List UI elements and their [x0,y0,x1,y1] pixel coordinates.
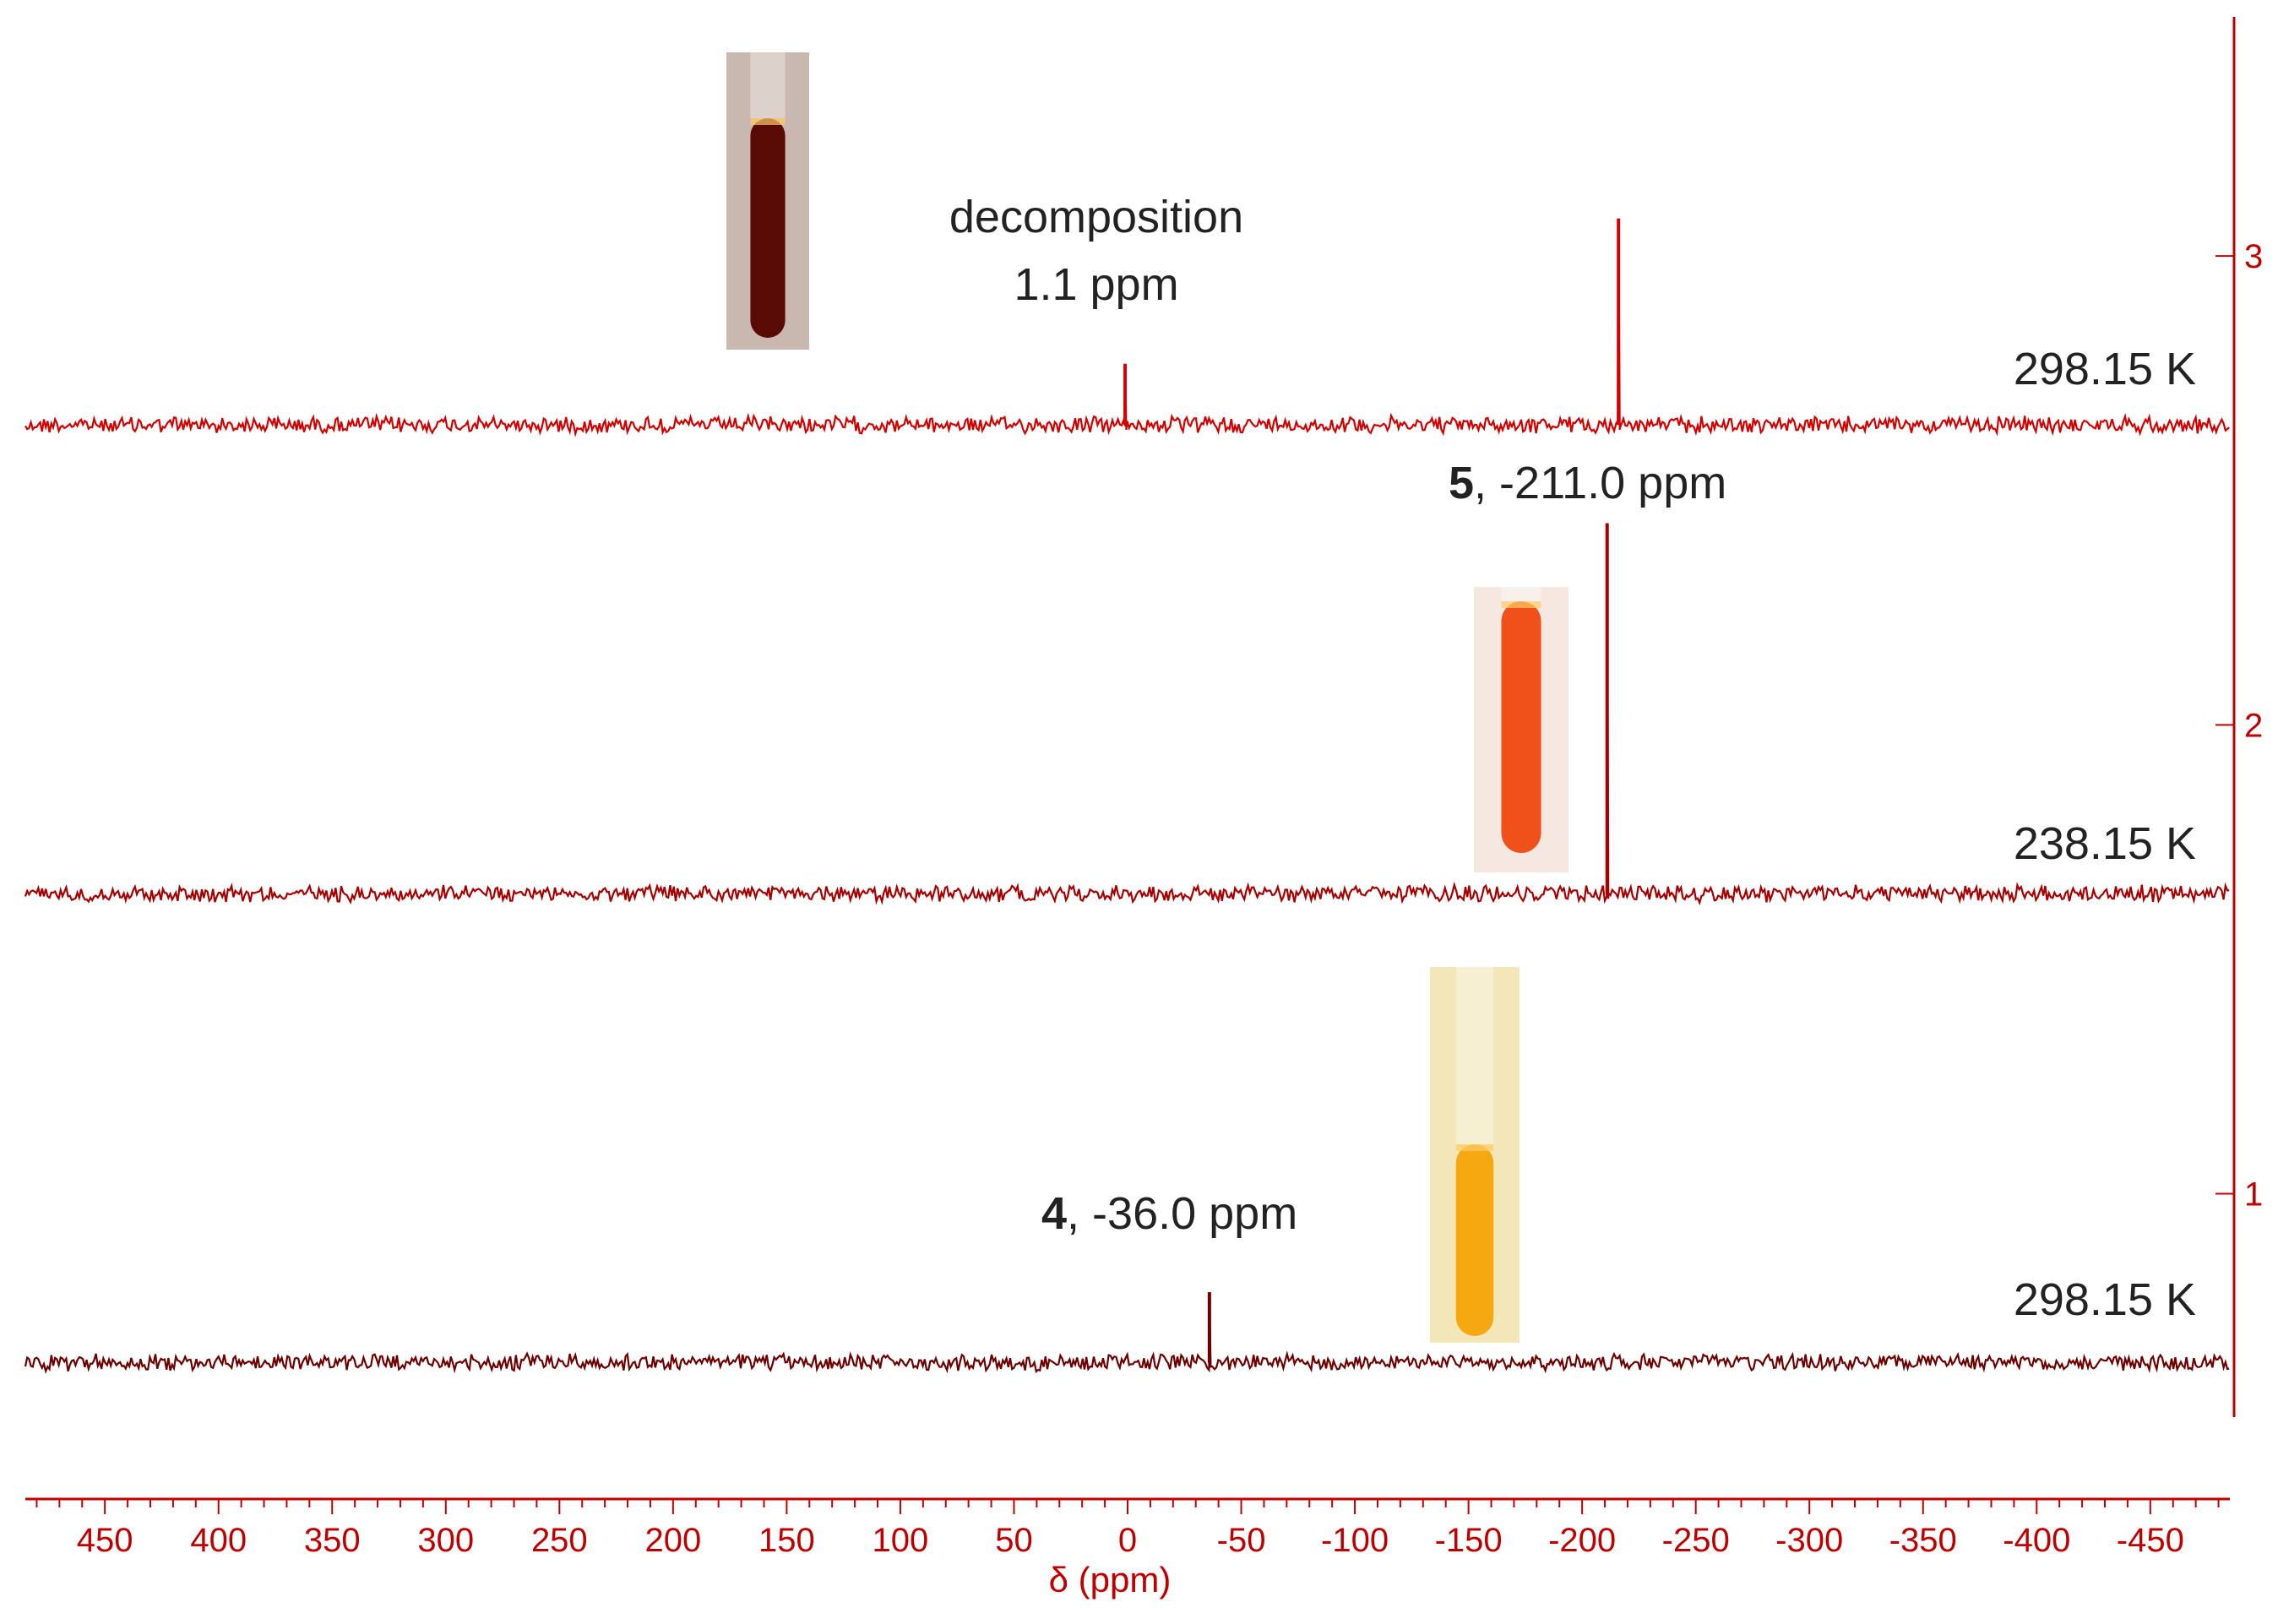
spectrum-line-1 [24,523,2230,906]
x-tick-label: -450 [2117,1522,2184,1559]
x-axis: 450 400 350 300 250 200 150 100 50 0 -50 -100 -150 -2… [25,1497,2230,1559]
tube-glass [1501,587,1541,601]
x-axis-label: δ (ppm) [1049,1560,1172,1600]
x-tick-label: -350 [1889,1522,1957,1559]
x-tick-label: 150 [758,1522,815,1559]
sample-photos-layer [726,52,1569,1343]
spectrum-line-0 [24,218,2230,437]
spectra-layer [24,218,2230,1374]
peak-4-label: 4, -36.0 ppm [1041,1188,1297,1239]
spectrum-line-2 [24,1292,2230,1374]
tube-liquid [1455,1144,1494,1336]
x-tick-label: 0 [1118,1522,1137,1559]
temperature-labels: 298.15 K 238.15 K 298.15 K [2014,344,2196,1325]
spectrum-0 [24,218,2230,437]
x-tick-label: -300 [1775,1522,1843,1559]
tube-meniscus [1501,601,1541,608]
spectrum-1 [24,523,2230,906]
tube-glass [1455,967,1494,1144]
sample-tube-photo-2 [1430,967,1520,1343]
x-tick-label: 50 [995,1522,1033,1559]
x-tick-label: -150 [1435,1522,1503,1559]
tube-liquid [750,118,786,338]
x-tick-label: -200 [1548,1522,1616,1559]
x-tick-label: 400 [190,1522,247,1559]
peak-5-label: 5, -211.0 ppm [1449,458,1726,508]
tube-meniscus [1455,1144,1494,1151]
y-tick-label: 3 [2244,238,2263,275]
x-tick-label: 350 [304,1522,361,1559]
x-tick-label: -100 [1321,1522,1389,1559]
decomposition-label: decomposition [949,192,1243,242]
x-tick-label: 450 [77,1522,133,1559]
y-tick-label: 2 [2244,707,2263,744]
tube-meniscus [750,118,786,125]
tube-liquid [1501,601,1541,853]
spectrum-2 [24,1292,2230,1374]
temperature-label-top: 298.15 K [2014,344,2196,394]
decomposition-shift-label: 1.1 ppm [1014,259,1178,310]
x-tick-label: 250 [531,1522,588,1559]
tube-glass [750,52,786,118]
x-tick-label: 300 [417,1522,474,1559]
annotations-layer: decomposition 1.1 ppm 5, -211.0 ppm 4, -… [949,192,1726,1239]
x-tick-label: -250 [1662,1522,1730,1559]
temperature-label-middle: 238.15 K [2014,818,2196,869]
x-tick-label: 100 [873,1522,929,1559]
temperature-label-bottom: 298.15 K [2014,1274,2196,1325]
sample-tube-photo-0 [726,52,809,350]
x-tick-label: -50 [1217,1522,1266,1559]
x-tick-label: 200 [644,1522,701,1559]
right-y-axis: 3 2 1 [2215,17,2263,1417]
y-tick-label: 1 [2244,1176,2263,1214]
x-tick-label: -400 [2003,1522,2070,1559]
sample-tube-photo-1 [1474,587,1569,872]
